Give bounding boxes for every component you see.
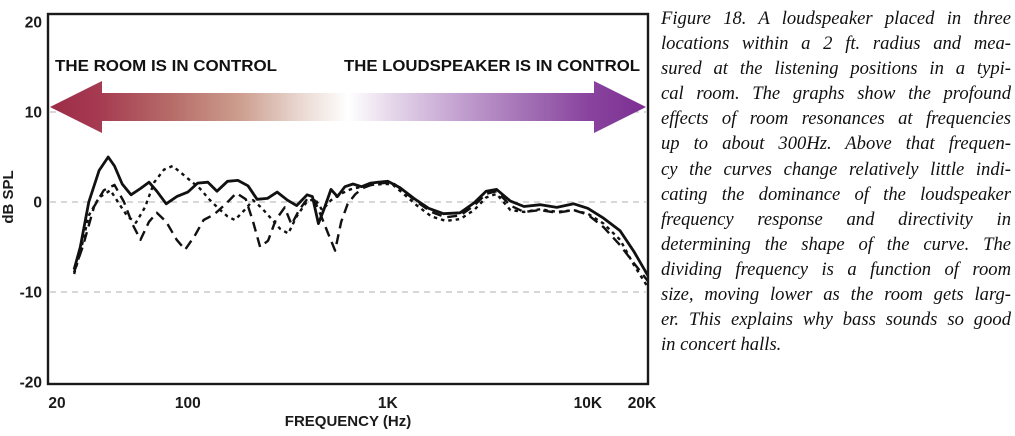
curve-solid bbox=[72, 155, 650, 277]
y-axis-title: dB SPL bbox=[0, 170, 17, 223]
gridlines bbox=[50, 111, 646, 293]
plot-border bbox=[46, 12, 650, 386]
curve-short-dash bbox=[72, 164, 650, 289]
x-tick-20K: 20K bbox=[628, 395, 657, 412]
y-axis-ticks: 20 10 0 -10 -20 bbox=[20, 15, 42, 392]
caption-line: cating the dominance of the loudspeaker bbox=[661, 183, 1011, 205]
figure-caption: Figure 18. A loudspeaker placed in three… bbox=[661, 6, 1011, 357]
response-curves bbox=[72, 155, 650, 289]
caption-line: locations within a 2 ft. radius and mea- bbox=[661, 33, 1011, 55]
caption-line: up to about 300Hz. Above that frequen- bbox=[661, 133, 1011, 155]
x-tick-100: 100 bbox=[175, 395, 201, 412]
caption-line: determining the shape of the curve. The bbox=[661, 233, 1011, 255]
caption-line: effects of room resonances at frequencie… bbox=[661, 108, 1011, 130]
frequency-response-chart: THE ROOM IS IN CONTROL THE LOUDSPEAKER I… bbox=[0, 12, 657, 430]
y-tick-20: 20 bbox=[25, 15, 42, 32]
caption-line: cal room. The graphs show the profound bbox=[661, 83, 1011, 105]
caption-line: er. This explains why bass sounds so goo… bbox=[661, 309, 1011, 331]
caption-line: in concert halls. bbox=[661, 334, 782, 356]
caption-line: frequency response and directivity in bbox=[661, 208, 1011, 230]
y-tick--20: -20 bbox=[20, 375, 42, 392]
x-axis-title: FREQUENCY (Hz) bbox=[285, 413, 411, 430]
x-tick-10K: 10K bbox=[574, 395, 603, 412]
x-tick-20: 20 bbox=[48, 395, 65, 412]
control-gradient-arrow bbox=[50, 81, 646, 133]
caption-line: cy the curves change relatively little i… bbox=[661, 158, 1011, 180]
room-in-control-label: THE ROOM IS IN CONTROL bbox=[55, 58, 277, 75]
caption-line: dividing frequency is a function of room bbox=[661, 258, 1011, 280]
caption-line: size, moving lower as the room gets larg… bbox=[661, 284, 1011, 306]
y-tick--10: -10 bbox=[20, 285, 42, 302]
curve-long-dash bbox=[72, 180, 649, 282]
caption-line: Figure 18. A loudspeaker placed in three bbox=[661, 8, 1011, 29]
caption-line: sured at the listening positions in a ty… bbox=[661, 58, 1011, 80]
loudspeaker-in-control-label: THE LOUDSPEAKER IS IN CONTROL bbox=[344, 58, 640, 75]
y-tick-0: 0 bbox=[33, 195, 42, 212]
x-tick-1K: 1K bbox=[378, 395, 399, 412]
y-tick-10: 10 bbox=[25, 105, 42, 122]
x-axis-ticks: 20 100 1K 10K 20K bbox=[48, 395, 657, 412]
